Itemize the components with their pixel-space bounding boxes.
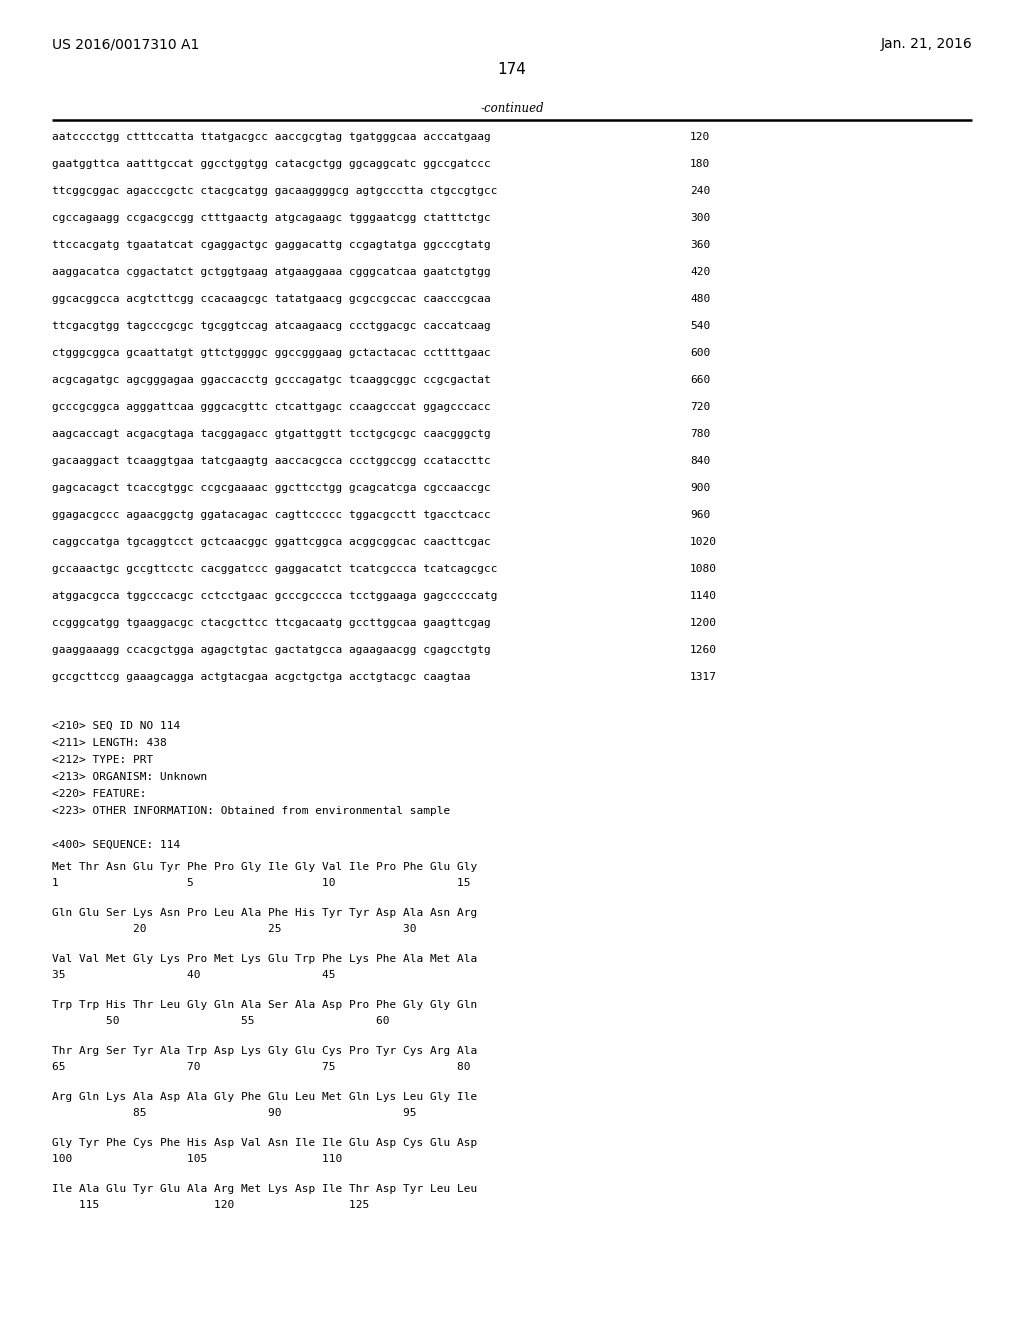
Text: 65                  70                  75                  80: 65 70 75 80 bbox=[52, 1063, 470, 1072]
Text: 35                  40                  45: 35 40 45 bbox=[52, 970, 336, 979]
Text: aaggacatca cggactatct gctggtgaag atgaaggaaa cgggcatcaa gaatctgtgg: aaggacatca cggactatct gctggtgaag atgaagg… bbox=[52, 267, 490, 277]
Text: 85                  90                  95: 85 90 95 bbox=[52, 1107, 417, 1118]
Text: 480: 480 bbox=[690, 294, 711, 304]
Text: Val Val Met Gly Lys Pro Met Lys Glu Trp Phe Lys Phe Ala Met Ala: Val Val Met Gly Lys Pro Met Lys Glu Trp … bbox=[52, 954, 477, 964]
Text: -continued: -continued bbox=[480, 102, 544, 115]
Text: Jan. 21, 2016: Jan. 21, 2016 bbox=[881, 37, 972, 51]
Text: 900: 900 bbox=[690, 483, 711, 492]
Text: Trp Trp His Thr Leu Gly Gln Ala Ser Ala Asp Pro Phe Gly Gly Gln: Trp Trp His Thr Leu Gly Gln Ala Ser Ala … bbox=[52, 1001, 477, 1010]
Text: 120: 120 bbox=[690, 132, 711, 143]
Text: <212> TYPE: PRT: <212> TYPE: PRT bbox=[52, 755, 154, 766]
Text: 20                  25                  30: 20 25 30 bbox=[52, 924, 417, 935]
Text: 240: 240 bbox=[690, 186, 711, 195]
Text: <223> OTHER INFORMATION: Obtained from environmental sample: <223> OTHER INFORMATION: Obtained from e… bbox=[52, 807, 451, 816]
Text: <210> SEQ ID NO 114: <210> SEQ ID NO 114 bbox=[52, 721, 180, 731]
Text: gccgcttccg gaaagcagga actgtacgaa acgctgctga acctgtacgc caagtaa: gccgcttccg gaaagcagga actgtacgaa acgctgc… bbox=[52, 672, 470, 682]
Text: aatcccctgg ctttccatta ttatgacgcc aaccgcgtag tgatgggcaa acccatgaag: aatcccctgg ctttccatta ttatgacgcc aaccgcg… bbox=[52, 132, 490, 143]
Text: ttccacgatg tgaatatcat cgaggactgc gaggacattg ccgagtatga ggcccgtatg: ttccacgatg tgaatatcat cgaggactgc gaggaca… bbox=[52, 240, 490, 249]
Text: Met Thr Asn Glu Tyr Phe Pro Gly Ile Gly Val Ile Pro Phe Glu Gly: Met Thr Asn Glu Tyr Phe Pro Gly Ile Gly … bbox=[52, 862, 477, 873]
Text: <400> SEQUENCE: 114: <400> SEQUENCE: 114 bbox=[52, 840, 180, 850]
Text: 720: 720 bbox=[690, 403, 711, 412]
Text: gaaggaaagg ccacgctgga agagctgtac gactatgcca agaagaacgg cgagcctgtg: gaaggaaagg ccacgctgga agagctgtac gactatg… bbox=[52, 645, 490, 655]
Text: ggagacgccc agaacggctg ggatacagac cagttccccc tggacgcctt tgacctcacc: ggagacgccc agaacggctg ggatacagac cagttcc… bbox=[52, 510, 490, 520]
Text: Arg Gln Lys Ala Asp Ala Gly Phe Glu Leu Met Gln Lys Leu Gly Ile: Arg Gln Lys Ala Asp Ala Gly Phe Glu Leu … bbox=[52, 1092, 477, 1102]
Text: ggcacggcca acgtcttcgg ccacaagcgc tatatgaacg gcgccgccac caacccgcaa: ggcacggcca acgtcttcgg ccacaagcgc tatatga… bbox=[52, 294, 490, 304]
Text: 1140: 1140 bbox=[690, 591, 717, 601]
Text: Gly Tyr Phe Cys Phe His Asp Val Asn Ile Ile Glu Asp Cys Glu Asp: Gly Tyr Phe Cys Phe His Asp Val Asn Ile … bbox=[52, 1138, 477, 1148]
Text: 360: 360 bbox=[690, 240, 711, 249]
Text: 660: 660 bbox=[690, 375, 711, 385]
Text: 1020: 1020 bbox=[690, 537, 717, 546]
Text: ccgggcatgg tgaaggacgc ctacgcttcc ttcgacaatg gccttggcaa gaagttcgag: ccgggcatgg tgaaggacgc ctacgcttcc ttcgaca… bbox=[52, 618, 490, 628]
Text: 174: 174 bbox=[498, 62, 526, 77]
Text: ttcgacgtgg tagcccgcgc tgcggtccag atcaagaacg ccctggacgc caccatcaag: ttcgacgtgg tagcccgcgc tgcggtccag atcaaga… bbox=[52, 321, 490, 331]
Text: gaatggttca aatttgccat ggcctggtgg catacgctgg ggcaggcatc ggccgatccc: gaatggttca aatttgccat ggcctggtgg catacgc… bbox=[52, 158, 490, 169]
Text: <220> FEATURE:: <220> FEATURE: bbox=[52, 789, 146, 799]
Text: atggacgcca tggcccacgc cctcctgaac gcccgcccca tcctggaaga gagcccccatg: atggacgcca tggcccacgc cctcctgaac gcccgcc… bbox=[52, 591, 498, 601]
Text: Ile Ala Glu Tyr Glu Ala Arg Met Lys Asp Ile Thr Asp Tyr Leu Leu: Ile Ala Glu Tyr Glu Ala Arg Met Lys Asp … bbox=[52, 1184, 477, 1195]
Text: ctgggcggca gcaattatgt gttctggggc ggccgggaag gctactacac ccttttgaac: ctgggcggca gcaattatgt gttctggggc ggccggg… bbox=[52, 348, 490, 358]
Text: 180: 180 bbox=[690, 158, 711, 169]
Text: gacaaggact tcaaggtgaa tatcgaagtg aaccacgcca ccctggccgg ccataccttc: gacaaggact tcaaggtgaa tatcgaagtg aaccacg… bbox=[52, 455, 490, 466]
Text: 1                   5                   10                  15: 1 5 10 15 bbox=[52, 878, 470, 888]
Text: Gln Glu Ser Lys Asn Pro Leu Ala Phe His Tyr Tyr Asp Ala Asn Arg: Gln Glu Ser Lys Asn Pro Leu Ala Phe His … bbox=[52, 908, 477, 917]
Text: 300: 300 bbox=[690, 213, 711, 223]
Text: 420: 420 bbox=[690, 267, 711, 277]
Text: 1260: 1260 bbox=[690, 645, 717, 655]
Text: gccaaactgc gccgttcctc cacggatccc gaggacatct tcatcgccca tcatcagcgcc: gccaaactgc gccgttcctc cacggatccc gaggaca… bbox=[52, 564, 498, 574]
Text: <213> ORGANISM: Unknown: <213> ORGANISM: Unknown bbox=[52, 772, 207, 781]
Text: 1080: 1080 bbox=[690, 564, 717, 574]
Text: 780: 780 bbox=[690, 429, 711, 440]
Text: cgccagaagg ccgacgccgg ctttgaactg atgcagaagc tgggaatcgg ctatttctgc: cgccagaagg ccgacgccgg ctttgaactg atgcaga… bbox=[52, 213, 490, 223]
Text: 840: 840 bbox=[690, 455, 711, 466]
Text: 600: 600 bbox=[690, 348, 711, 358]
Text: 1200: 1200 bbox=[690, 618, 717, 628]
Text: gagcacagct tcaccgtggc ccgcgaaaac ggcttcctgg gcagcatcga cgccaaccgc: gagcacagct tcaccgtggc ccgcgaaaac ggcttcc… bbox=[52, 483, 490, 492]
Text: 100                 105                 110: 100 105 110 bbox=[52, 1154, 342, 1164]
Text: caggccatga tgcaggtcct gctcaacggc ggattcggca acggcggcac caacttcgac: caggccatga tgcaggtcct gctcaacggc ggattcg… bbox=[52, 537, 490, 546]
Text: 960: 960 bbox=[690, 510, 711, 520]
Text: acgcagatgc agcgggagaa ggaccacctg gcccagatgc tcaaggcggc ccgcgactat: acgcagatgc agcgggagaa ggaccacctg gcccaga… bbox=[52, 375, 490, 385]
Text: Thr Arg Ser Tyr Ala Trp Asp Lys Gly Glu Cys Pro Tyr Cys Arg Ala: Thr Arg Ser Tyr Ala Trp Asp Lys Gly Glu … bbox=[52, 1045, 477, 1056]
Text: 115                 120                 125: 115 120 125 bbox=[52, 1200, 370, 1210]
Text: <211> LENGTH: 438: <211> LENGTH: 438 bbox=[52, 738, 167, 748]
Text: 540: 540 bbox=[690, 321, 711, 331]
Text: 50                  55                  60: 50 55 60 bbox=[52, 1016, 389, 1026]
Text: ttcggcggac agacccgctc ctacgcatgg gacaaggggcg agtgccctta ctgccgtgcc: ttcggcggac agacccgctc ctacgcatgg gacaagg… bbox=[52, 186, 498, 195]
Text: 1317: 1317 bbox=[690, 672, 717, 682]
Text: gcccgcggca agggattcaa gggcacgttc ctcattgagc ccaagcccat ggagcccacc: gcccgcggca agggattcaa gggcacgttc ctcattg… bbox=[52, 403, 490, 412]
Text: US 2016/0017310 A1: US 2016/0017310 A1 bbox=[52, 37, 200, 51]
Text: aagcaccagt acgacgtaga tacggagacc gtgattggtt tcctgcgcgc caacgggctg: aagcaccagt acgacgtaga tacggagacc gtgattg… bbox=[52, 429, 490, 440]
